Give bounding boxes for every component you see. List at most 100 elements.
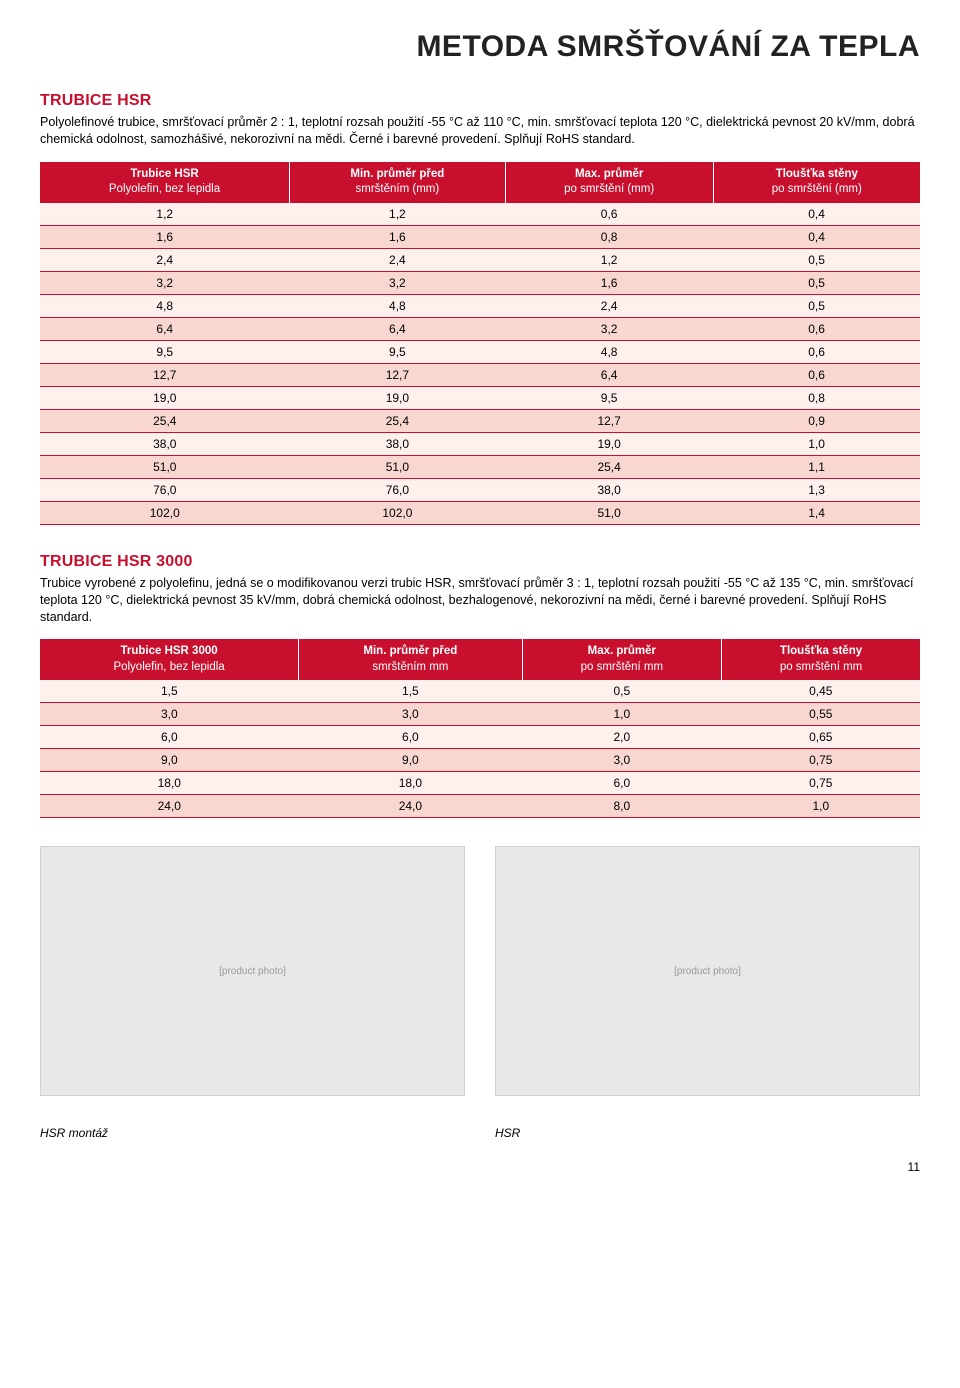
header-top: Max. průměr [529,644,715,660]
header-top: Min. průměr před [305,644,515,660]
table-cell: 0,9 [713,409,920,432]
header-top: Trubice HSR [46,167,283,183]
image-placeholder-label: [product photo] [496,847,919,1095]
table-row: 24,024,08,01,0 [40,795,920,818]
table-cell: 1,2 [290,203,506,226]
table-cell: 1,3 [713,478,920,501]
header-top: Max. průměr [512,167,707,183]
table-cell: 6,0 [40,726,299,749]
table-cell: 51,0 [505,501,713,524]
table-cell: 2,4 [505,294,713,317]
table-cell: 12,7 [40,363,290,386]
table-cell: 9,5 [40,340,290,363]
header-bottom: po smrštění mm [780,661,862,673]
table-cell: 0,6 [713,363,920,386]
table-cell: 0,5 [713,271,920,294]
table-header-cell: Tloušťka stěnypo smrštění mm [722,639,920,680]
table-header-cell: Max. průměrpo smrštění mm [522,639,721,680]
table-cell: 38,0 [505,478,713,501]
table-cell: 6,0 [522,772,721,795]
table-cell: 25,4 [505,455,713,478]
table-cell: 3,2 [505,317,713,340]
table-row: 2,42,41,20,5 [40,248,920,271]
table-cell: 25,4 [290,409,506,432]
section-heading: TRUBICE HSR 3000 [40,553,920,571]
section-hsr: TRUBICE HSR Polyolefinové trubice, smršť… [40,92,920,525]
table-cell: 0,75 [722,749,920,772]
table-cell: 0,4 [713,203,920,226]
table-header-cell: Min. průměr předsmrštěním (mm) [290,162,506,203]
header-bottom: smrštěním mm [372,661,448,673]
caption-right: HSR [495,1126,920,1140]
table-cell: 3,0 [299,703,522,726]
table-row: 12,712,76,40,6 [40,363,920,386]
table-cell: 102,0 [290,501,506,524]
table-cell: 1,0 [722,795,920,818]
section-hsr-3000: TRUBICE HSR 3000 Trubice vyrobené z poly… [40,553,920,819]
table-cell: 0,8 [713,386,920,409]
table-cell: 2,0 [522,726,721,749]
table-cell: 1,0 [522,703,721,726]
table-cell: 0,45 [722,680,920,703]
table-hsr-3000: Trubice HSR 3000Polyolefin, bez lepidlaM… [40,639,920,818]
table-cell: 24,0 [40,795,299,818]
header-bottom: po smrštění (mm) [772,183,862,195]
table-cell: 6,4 [290,317,506,340]
table-cell: 2,4 [40,248,290,271]
page-title: METODA SMRŠŤOVÁNÍ ZA TEPLA [40,30,920,64]
table-cell: 4,8 [290,294,506,317]
table-cell: 6,0 [299,726,522,749]
table-cell: 1,1 [713,455,920,478]
table-cell: 12,7 [505,409,713,432]
table-cell: 4,8 [40,294,290,317]
table-cell: 0,5 [522,680,721,703]
table-cell: 102,0 [40,501,290,524]
table-cell: 1,2 [40,203,290,226]
table-cell: 9,0 [40,749,299,772]
table-cell: 0,6 [713,340,920,363]
table-header-cell: Min. průměr předsmrštěním mm [299,639,522,680]
table-cell: 1,2 [505,248,713,271]
table-row: 1,21,20,60,4 [40,203,920,226]
table-cell: 38,0 [40,432,290,455]
header-bottom: po smrštění mm [581,661,663,673]
table-row: 102,0102,051,01,4 [40,501,920,524]
table-row: 3,23,21,60,5 [40,271,920,294]
table-header-cell: Tloušťka stěnypo smrštění (mm) [713,162,920,203]
table-cell: 51,0 [290,455,506,478]
header-top: Trubice HSR 3000 [46,644,292,660]
section-heading: TRUBICE HSR [40,92,920,110]
header-bottom: Polyolefin, bez lepidla [109,183,220,195]
table-cell: 0,5 [713,294,920,317]
table-row: 18,018,06,00,75 [40,772,920,795]
table-cell: 0,55 [722,703,920,726]
table-cell: 51,0 [40,455,290,478]
table-header-cell: Trubice HSRPolyolefin, bez lepidla [40,162,290,203]
table-cell: 18,0 [40,772,299,795]
table-row: 25,425,412,70,9 [40,409,920,432]
image-placeholder-label: [product photo] [41,847,464,1095]
table-cell: 0,4 [713,225,920,248]
table-cell: 24,0 [299,795,522,818]
section-description: Polyolefinové trubice, smršťovací průměr… [40,114,920,148]
table-cell: 25,4 [40,409,290,432]
header-bottom: po smrštění (mm) [564,183,654,195]
table-cell: 4,8 [505,340,713,363]
table-cell: 0,75 [722,772,920,795]
header-bottom: smrštěním (mm) [356,183,440,195]
table-row: 51,051,025,41,1 [40,455,920,478]
image-hsr: [product photo] [495,846,920,1096]
table-cell: 19,0 [290,386,506,409]
table-cell: 0,6 [505,203,713,226]
table-header-cell: Trubice HSR 3000Polyolefin, bez lepidla [40,639,299,680]
table-row: 38,038,019,01,0 [40,432,920,455]
table-cell: 9,0 [299,749,522,772]
table-row: 9,59,54,80,6 [40,340,920,363]
table-row: 1,51,50,50,45 [40,680,920,703]
table-cell: 9,5 [505,386,713,409]
table-cell: 9,5 [290,340,506,363]
table-cell: 1,4 [713,501,920,524]
captions-row: HSR montáž HSR [40,1126,920,1140]
table-hsr: Trubice HSRPolyolefin, bez lepidlaMin. p… [40,162,920,525]
table-row: 1,61,60,80,4 [40,225,920,248]
